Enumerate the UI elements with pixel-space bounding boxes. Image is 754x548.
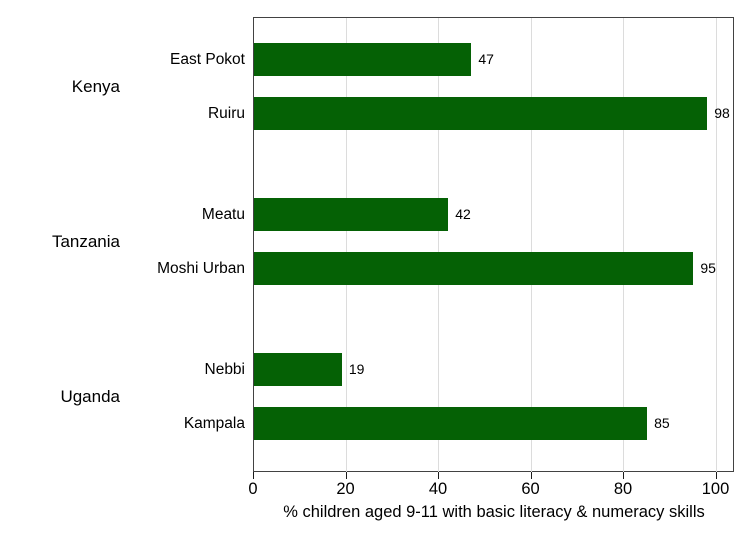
bar — [254, 198, 449, 231]
x-tick — [530, 472, 532, 479]
district-label: Ruiru — [207, 105, 245, 122]
x-tick-label: 80 — [613, 480, 633, 498]
grid-line — [715, 18, 717, 472]
bar — [254, 407, 648, 440]
bar-value-label: 95 — [700, 260, 716, 276]
bar-value-label: 85 — [654, 415, 670, 431]
x-tick-label: 40 — [428, 480, 448, 498]
country-label: Kenya — [71, 76, 120, 96]
country-label: Tanzania — [51, 231, 120, 251]
bar — [254, 97, 708, 130]
district-label: Moshi Urban — [157, 260, 245, 277]
x-tick-label: 60 — [521, 480, 540, 498]
grid-line — [438, 18, 439, 472]
x-tick — [438, 472, 439, 479]
country-label: Uganda — [60, 386, 120, 406]
district-label: Nebbi — [204, 361, 246, 378]
grid-line — [623, 18, 624, 472]
x-tick-label: 100 — [701, 480, 730, 498]
bar — [254, 43, 472, 76]
bar — [254, 353, 342, 386]
bar-value-label: 19 — [348, 361, 365, 377]
grid-line — [345, 18, 347, 472]
x-tick-label: 20 — [336, 480, 355, 498]
bar — [254, 252, 694, 285]
district-label: East Pokot — [170, 51, 245, 68]
x-axis-label: % children aged 9-11 with basic literacy… — [283, 503, 705, 521]
x-tick — [623, 472, 624, 479]
x-tick-label: 0 — [248, 480, 258, 498]
grid-line — [530, 18, 532, 472]
x-tick — [715, 472, 717, 479]
bar-value-label: 98 — [714, 105, 730, 121]
bar-value-label: 47 — [478, 51, 494, 67]
x-tick — [253, 472, 254, 479]
bar-value-label: 42 — [455, 206, 471, 222]
district-label: Meatu — [201, 206, 245, 223]
district-label: Kampala — [183, 415, 245, 432]
x-tick — [345, 472, 347, 479]
plot-area — [253, 17, 734, 472]
